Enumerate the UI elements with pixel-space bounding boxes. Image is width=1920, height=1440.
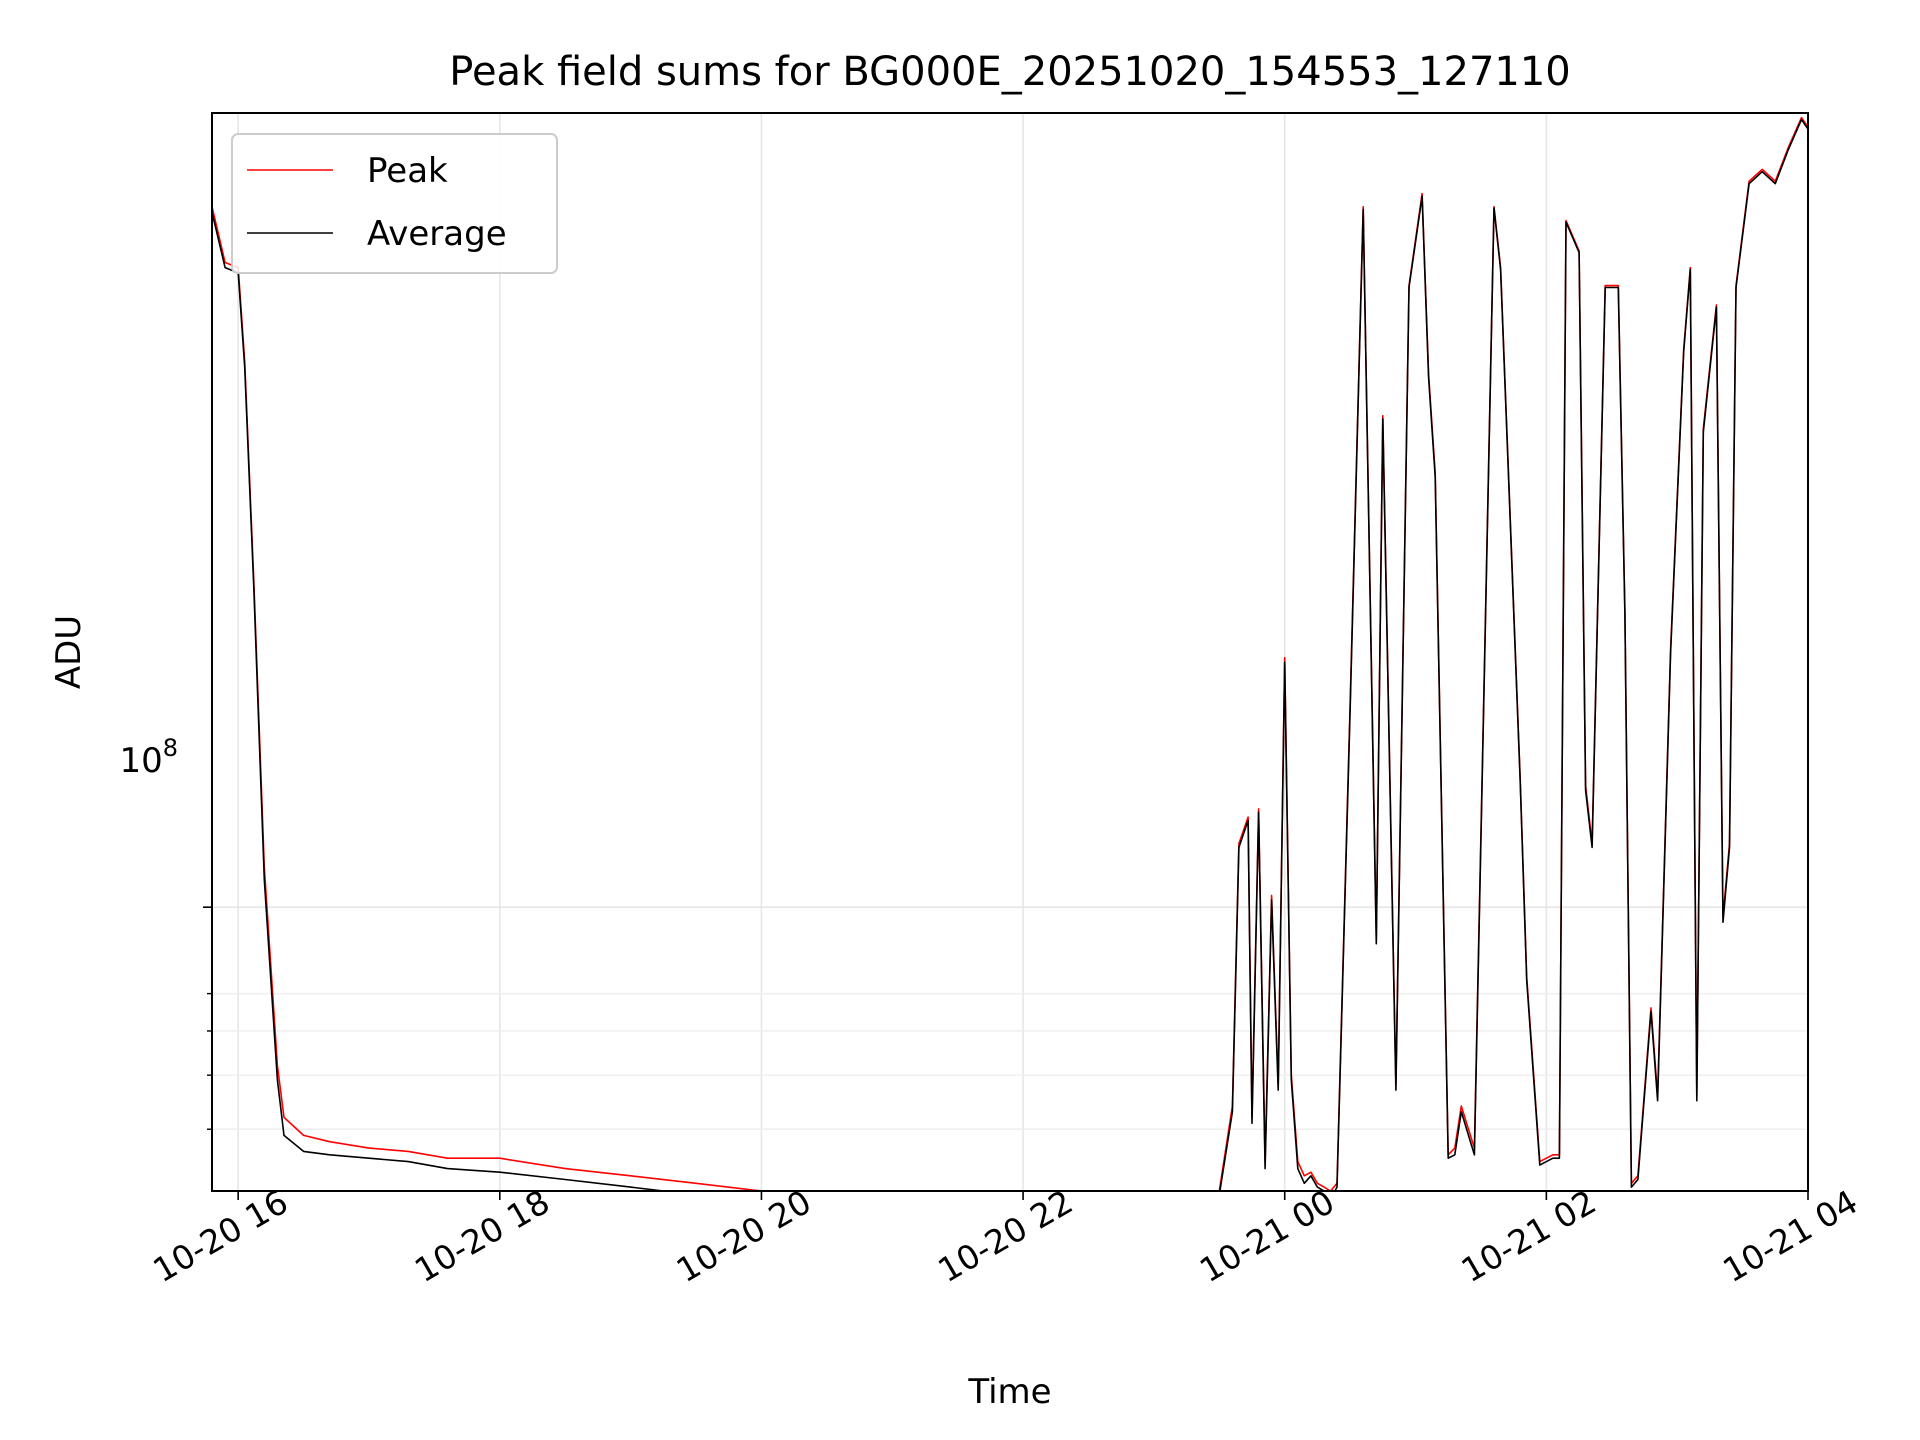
series-layer <box>212 116 1808 1191</box>
grid-layer <box>212 113 1809 1191</box>
plot-frame <box>211 112 1809 1192</box>
y-tick-exponent: 8 <box>163 734 178 762</box>
x-axis-label: Time <box>967 1372 1051 1412</box>
legend[interactable]: Peak Average <box>231 133 558 274</box>
plot-area <box>212 113 1808 1191</box>
average-series-line <box>212 118 1808 1191</box>
y-tick-label-1e8: 108 <box>119 734 178 781</box>
chart-title: Peak field sums for BG000E_20251020_1545… <box>449 49 1570 95</box>
y-axis-label: ADU <box>49 615 89 689</box>
y-tick-base: 10 <box>119 741 162 781</box>
legend-peak-label: Peak <box>367 151 448 191</box>
legend-box <box>231 133 558 274</box>
legend-average-label: Average <box>367 214 507 254</box>
